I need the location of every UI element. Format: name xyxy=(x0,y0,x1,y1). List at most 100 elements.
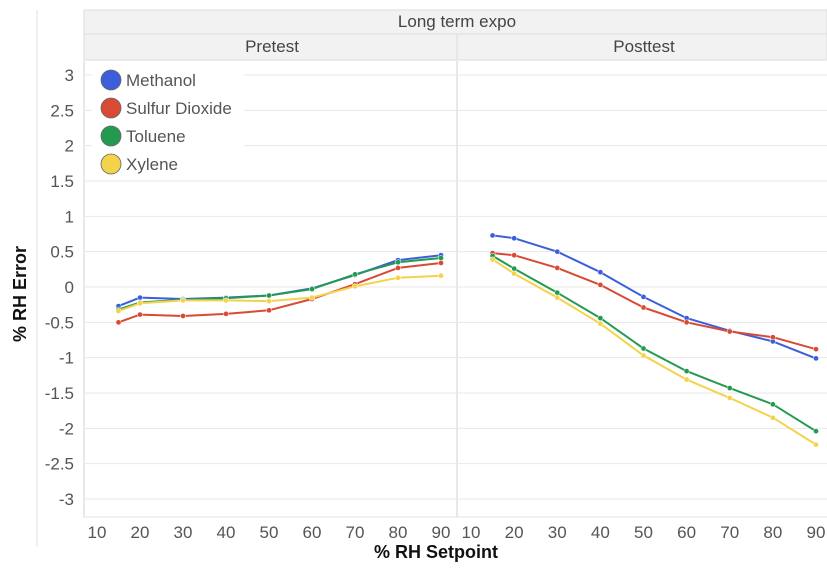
y-tick-label: -0.5 xyxy=(45,313,74,332)
y-tick-label: -2 xyxy=(59,419,74,438)
data-point xyxy=(554,294,561,301)
legend-marker xyxy=(100,69,122,91)
data-point xyxy=(813,355,819,362)
data-point xyxy=(597,269,604,276)
x-tick-label: 10 xyxy=(88,523,107,542)
data-point xyxy=(640,352,647,359)
y-tick-label: 2 xyxy=(65,137,74,156)
data-point xyxy=(770,414,776,421)
x-tick-label: 80 xyxy=(389,523,408,542)
data-point xyxy=(640,345,647,352)
panel-strip-pretest xyxy=(83,33,458,61)
data-point xyxy=(770,401,776,408)
data-point xyxy=(137,300,143,307)
data-point xyxy=(597,320,604,327)
data-point xyxy=(395,265,401,271)
data-point xyxy=(511,270,517,277)
data-point xyxy=(554,289,561,296)
series-line xyxy=(492,234,817,360)
legend-marker xyxy=(100,97,122,119)
title-strip xyxy=(83,9,827,35)
x-tick-label: 20 xyxy=(505,523,524,542)
y-tick-label: 0.5 xyxy=(50,243,74,262)
x-tick-label: 80 xyxy=(763,523,782,542)
legend-marker xyxy=(100,125,122,147)
data-point xyxy=(726,328,733,335)
data-point xyxy=(511,235,517,242)
data-point xyxy=(554,265,561,271)
x-tick-label: 90 xyxy=(432,523,451,542)
chart-title: Long term expo xyxy=(398,12,516,31)
x-tick-label: 40 xyxy=(217,523,236,542)
legend: Methanol Sulfur Dioxide Toluene Xylene xyxy=(92,64,244,180)
legend-label: Toluene xyxy=(126,127,186,146)
data-point xyxy=(640,294,647,300)
chart-frame xyxy=(36,9,827,547)
legend-marker xyxy=(100,153,122,175)
x-tick-label: 20 xyxy=(131,523,150,542)
data-point xyxy=(489,256,496,263)
x-tick-label: 30 xyxy=(174,523,193,542)
x-tick-label: 30 xyxy=(548,523,567,542)
x-axis-label: % RH Setpoint xyxy=(374,542,498,562)
data-point xyxy=(309,294,315,301)
y-tick-label: -1 xyxy=(59,349,74,368)
y-tick-label: -3 xyxy=(59,490,74,509)
data-point xyxy=(683,368,690,374)
data-point xyxy=(352,271,358,278)
x-tick-label: 60 xyxy=(677,523,696,542)
y-axis-label: % RH Error xyxy=(10,246,30,342)
x-tick-label: 50 xyxy=(260,523,279,542)
y-tick-label: 1 xyxy=(65,207,74,226)
data-point xyxy=(438,260,444,266)
data-point xyxy=(726,385,733,391)
data-point xyxy=(223,297,229,304)
panel-title-posttest: Posttest xyxy=(613,37,675,56)
panel-strip-posttest xyxy=(456,33,827,61)
x-tick-label: 90 xyxy=(807,523,826,542)
data-point xyxy=(438,272,444,279)
data-point xyxy=(395,274,401,281)
legend-label: Sulfur Dioxide xyxy=(126,99,232,118)
data-point xyxy=(309,286,315,292)
y-tick-label: 3 xyxy=(65,66,74,85)
data-point xyxy=(137,311,143,318)
data-point xyxy=(266,307,272,314)
data-point xyxy=(115,308,122,314)
data-point xyxy=(554,248,561,255)
y-tick-label: 2.5 xyxy=(50,101,74,120)
x-tick-label: 40 xyxy=(591,523,610,542)
data-point xyxy=(683,376,690,383)
data-point xyxy=(438,255,444,261)
data-point xyxy=(813,346,819,353)
labels-layer: Long term expo Pretest Posttest % RH Set… xyxy=(10,12,825,562)
data-point xyxy=(813,428,819,435)
legend-label: Methanol xyxy=(126,71,196,90)
legend-label: Xylene xyxy=(126,155,178,174)
x-tick-label: 50 xyxy=(634,523,653,542)
data-point xyxy=(115,319,122,326)
data-point xyxy=(395,259,401,266)
y-tick-label: 0 xyxy=(65,278,74,297)
data-point xyxy=(597,315,604,321)
data-point xyxy=(352,283,358,290)
panel-title-pretest: Pretest xyxy=(245,37,299,56)
y-tick-label: -1.5 xyxy=(45,384,74,403)
data-point xyxy=(489,232,496,239)
data-point xyxy=(640,304,647,311)
data-point xyxy=(726,395,733,401)
data-point xyxy=(137,294,143,301)
x-tick-label: 60 xyxy=(303,523,322,542)
data-point xyxy=(511,252,517,259)
x-tick-label: 70 xyxy=(720,523,739,542)
data-point xyxy=(180,313,186,319)
data-point xyxy=(511,265,517,272)
data-point xyxy=(597,282,604,288)
data-point xyxy=(683,319,690,326)
data-point xyxy=(770,334,776,341)
x-tick-label: 10 xyxy=(462,523,481,542)
y-tick-label: 1.5 xyxy=(50,172,74,191)
data-point xyxy=(266,292,272,299)
data-point xyxy=(180,297,186,304)
